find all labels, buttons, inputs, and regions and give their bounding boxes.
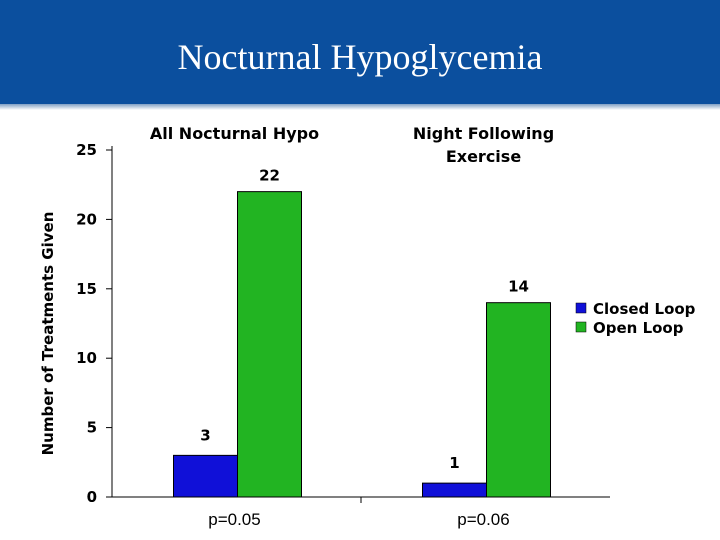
y-tick-label: 5	[87, 419, 97, 437]
y-tick-label: 15	[76, 280, 97, 298]
bar-closed-loop	[173, 454, 238, 498]
y-tick-label: 25	[76, 141, 97, 159]
category-title: Exercise	[446, 147, 521, 166]
bar-value-label: 3	[200, 426, 210, 444]
y-tick-label: 0	[87, 488, 97, 506]
bar-open-loop	[486, 302, 551, 498]
title-banner	[0, 0, 720, 106]
legend-swatch-open-loop	[575, 321, 587, 333]
bar-value-label: 1	[449, 454, 459, 472]
y-tick-label: 20	[76, 210, 97, 228]
y-axis-title: Number of Treatments Given	[39, 212, 57, 456]
legend-label: Open Loop	[593, 319, 684, 337]
bar-closed-loop	[422, 482, 487, 498]
legend-label: Closed Loop	[593, 300, 696, 318]
p-value-annotation: p=0.06	[457, 510, 509, 529]
category-title: All Nocturnal Hypo	[150, 124, 319, 143]
y-tick-label: 10	[76, 349, 97, 367]
legend-swatch-closed-loop	[575, 302, 587, 314]
slide-title: Nocturnal Hypoglycemia	[177, 37, 543, 77]
title-banner-shadow	[0, 104, 720, 110]
bar-open-loop	[237, 191, 302, 498]
p-value-annotation: p=0.05	[208, 510, 260, 529]
bar-value-label: 14	[508, 278, 529, 296]
bar-value-label: 22	[259, 167, 280, 185]
category-title: Night Following	[413, 124, 554, 143]
